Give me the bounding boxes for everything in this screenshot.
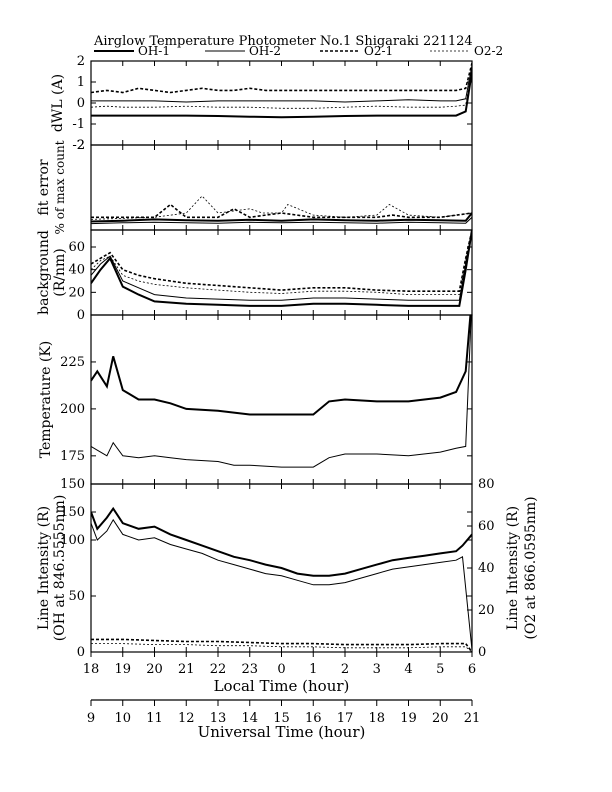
local-time-tick-label: 23 [241,662,258,677]
series-fit-error-o2-1 [91,203,472,219]
ytick-label: 50 [68,589,85,604]
series-fit-error-oh-1 [91,212,472,223]
local-time-tick-label: 22 [210,662,227,677]
series-dwl-o2-1 [91,62,472,94]
local-time-tick-label: 0 [277,662,285,677]
ytick-label: 2 [77,54,85,69]
series-dwl-o2-2 [91,69,472,109]
ytick-label: 150 [60,505,85,520]
ytick-label: 175 [60,449,85,464]
ytick-right-label: 40 [478,561,495,576]
series-background-o2-1 [91,230,472,293]
series-line-intensity-o2-1 [91,638,472,652]
ytick-label: -2 [72,138,85,153]
ytick-label: 0 [77,645,85,660]
legend-label-oh-2: OH-2 [249,44,281,58]
legend-label-oh-1: OH-1 [138,44,170,58]
series-background-oh-2 [91,230,472,301]
local-time-tick-label: 21 [178,662,195,677]
ytick-right-label: 20 [478,603,495,618]
ytick-label: 40 [68,263,85,278]
ytick-label: 0 [77,96,85,111]
ytick-right-label: 80 [478,477,495,492]
local-time-tick-label: 18 [83,662,100,677]
series-temperature-oh-1 [91,315,472,416]
series-background-oh-1 [91,230,472,307]
series-dwl-oh-1 [91,71,472,119]
local-time-tick-label: 6 [468,662,476,677]
ut-tick-label: 18 [368,711,385,726]
local-time-tick-label: 3 [373,662,381,677]
ytick-label: 20 [68,285,85,300]
ut-tick-label: 12 [178,711,195,726]
ytick-label: 225 [60,355,85,370]
ut-tick-label: 14 [241,711,258,726]
series-fit-error-oh-2 [91,216,472,225]
local-time-tick-label: 19 [114,662,131,677]
legend-label-o2-2: O2-2 [474,44,503,58]
ut-tick-label: 16 [305,711,322,726]
ut-tick-label: 9 [87,711,95,726]
ylabel-temperature: Temperature (K) [38,341,54,459]
series-line-intensity-oh-1 [91,506,472,577]
ylabel-fit-error: fit error [36,159,52,216]
ytick-right-label: 0 [478,645,486,660]
legend-label-o2-1: O2-1 [364,44,393,58]
ytick-right-label: 60 [478,519,495,534]
ytick-label: 150 [60,477,85,492]
ytick-label: 2 [77,138,85,153]
local-time-tick-label: 4 [404,662,412,677]
ylabel-line-intensity: Line Intensity (R) [36,506,52,630]
local-time-tick-label: 20 [146,662,163,677]
ut-tick-label: 17 [337,711,354,726]
series-temperature-oh-2 [91,315,472,468]
chart-title: Airglow Temperature Photometer No.1 Shig… [93,34,473,49]
panel-frame-dwl [90,60,473,146]
panel-temperature: 175 200 225 Temperature (K) [38,314,473,485]
panel-dwl: 2 1 0 -1 -2 dWL (A) [50,54,473,153]
ut-tick-label: 15 [273,711,290,726]
panel-frame-background [90,229,473,316]
ut-tick-label: 11 [146,711,163,726]
panel-background: 0 20 40 60 background (R/nm) [36,229,473,323]
local-time-tick-label: 5 [436,662,444,677]
ut-tick-label: 13 [210,711,227,726]
ut-tick-label: 19 [400,711,417,726]
ut-tick-label: 10 [114,711,131,726]
ytick-label: 100 [60,533,85,548]
ytick-label: 0 [77,308,85,323]
ut-tick-label: 20 [432,711,449,726]
ytick-label: 60 [68,240,85,255]
legend: OH-1 OH-2 O2-1 O2-2 [94,44,503,58]
ylabel-background: background [36,230,52,315]
ylabel-right: Line Intensity (R) [505,506,521,630]
ut-axis-label: Universal Time (hour) [198,723,366,741]
series-fit-error-o2-2 [91,195,472,220]
local-time-tick-label: 2 [341,662,349,677]
ylabel2-background: (R/nm) [52,248,68,296]
panel-fit-error: 2 fit error% of max count [36,138,473,235]
ut-tick-label: 21 [464,711,481,726]
ytick-label: 200 [60,402,85,417]
ylabel2-line-intensity: (OH at 846.5555nm) [52,495,68,642]
series-background-o2-2 [91,230,472,296]
ytick-label: -1 [72,117,85,132]
ylabel-right2: (O2 at 866.0595nm) [523,496,539,639]
ylabel-dwl: dWL (A) [50,74,66,132]
local-time-tick-label: 1 [309,662,317,677]
ytick-label: 1 [77,75,85,90]
series-dwl-oh-2 [91,65,472,103]
ylabel2-fit-error: % of max count [53,140,67,234]
series-line-intensity-oh-2 [91,518,472,650]
local-time-axis-label: Local Time (hour) [214,677,350,695]
